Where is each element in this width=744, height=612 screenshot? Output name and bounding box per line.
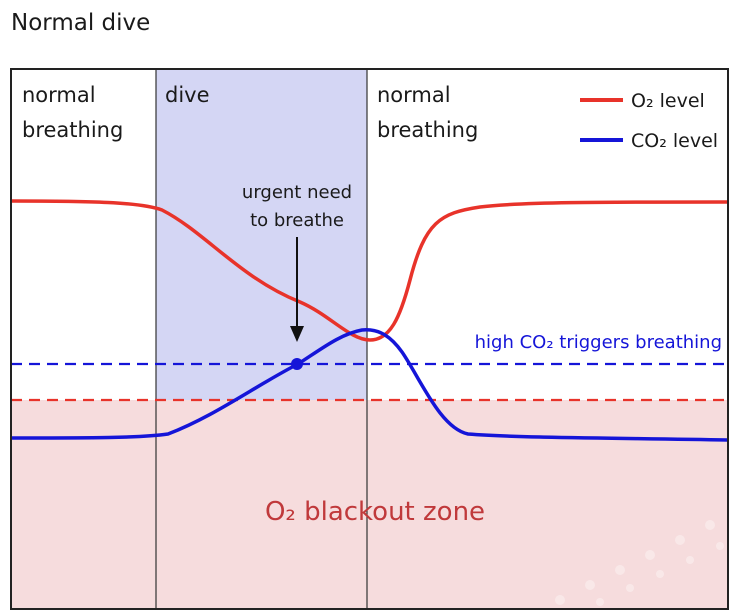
plot-frame bbox=[10, 68, 729, 610]
dive-band bbox=[156, 69, 367, 400]
o2-level-curve bbox=[10, 199, 729, 342]
annotation-line2: to breathe bbox=[250, 210, 344, 231]
phase-3-line2: breathing bbox=[377, 118, 478, 142]
phase-1-line2: breathing bbox=[22, 118, 123, 142]
legend-o2-label: O₂ level bbox=[631, 90, 705, 112]
co2-threshold-label: high CO₂ triggers breathing bbox=[475, 332, 722, 353]
phase-2-line1: dive bbox=[165, 83, 210, 107]
phase-1-line1: normal bbox=[22, 83, 96, 107]
co2-level-curve bbox=[10, 328, 729, 442]
figure-title: Normal dive bbox=[11, 10, 151, 36]
urgent-arrowhead bbox=[290, 326, 304, 342]
phase-3-line1: normal bbox=[377, 83, 451, 107]
breathing-trigger-point bbox=[291, 358, 303, 370]
legend-co2-label: CO₂ level bbox=[631, 130, 718, 152]
annotation-line1: urgent need bbox=[242, 182, 352, 203]
watermark-dots bbox=[555, 520, 724, 606]
blackout-zone bbox=[11, 400, 728, 609]
blackout-zone-label: O₂ blackout zone bbox=[265, 497, 485, 527]
